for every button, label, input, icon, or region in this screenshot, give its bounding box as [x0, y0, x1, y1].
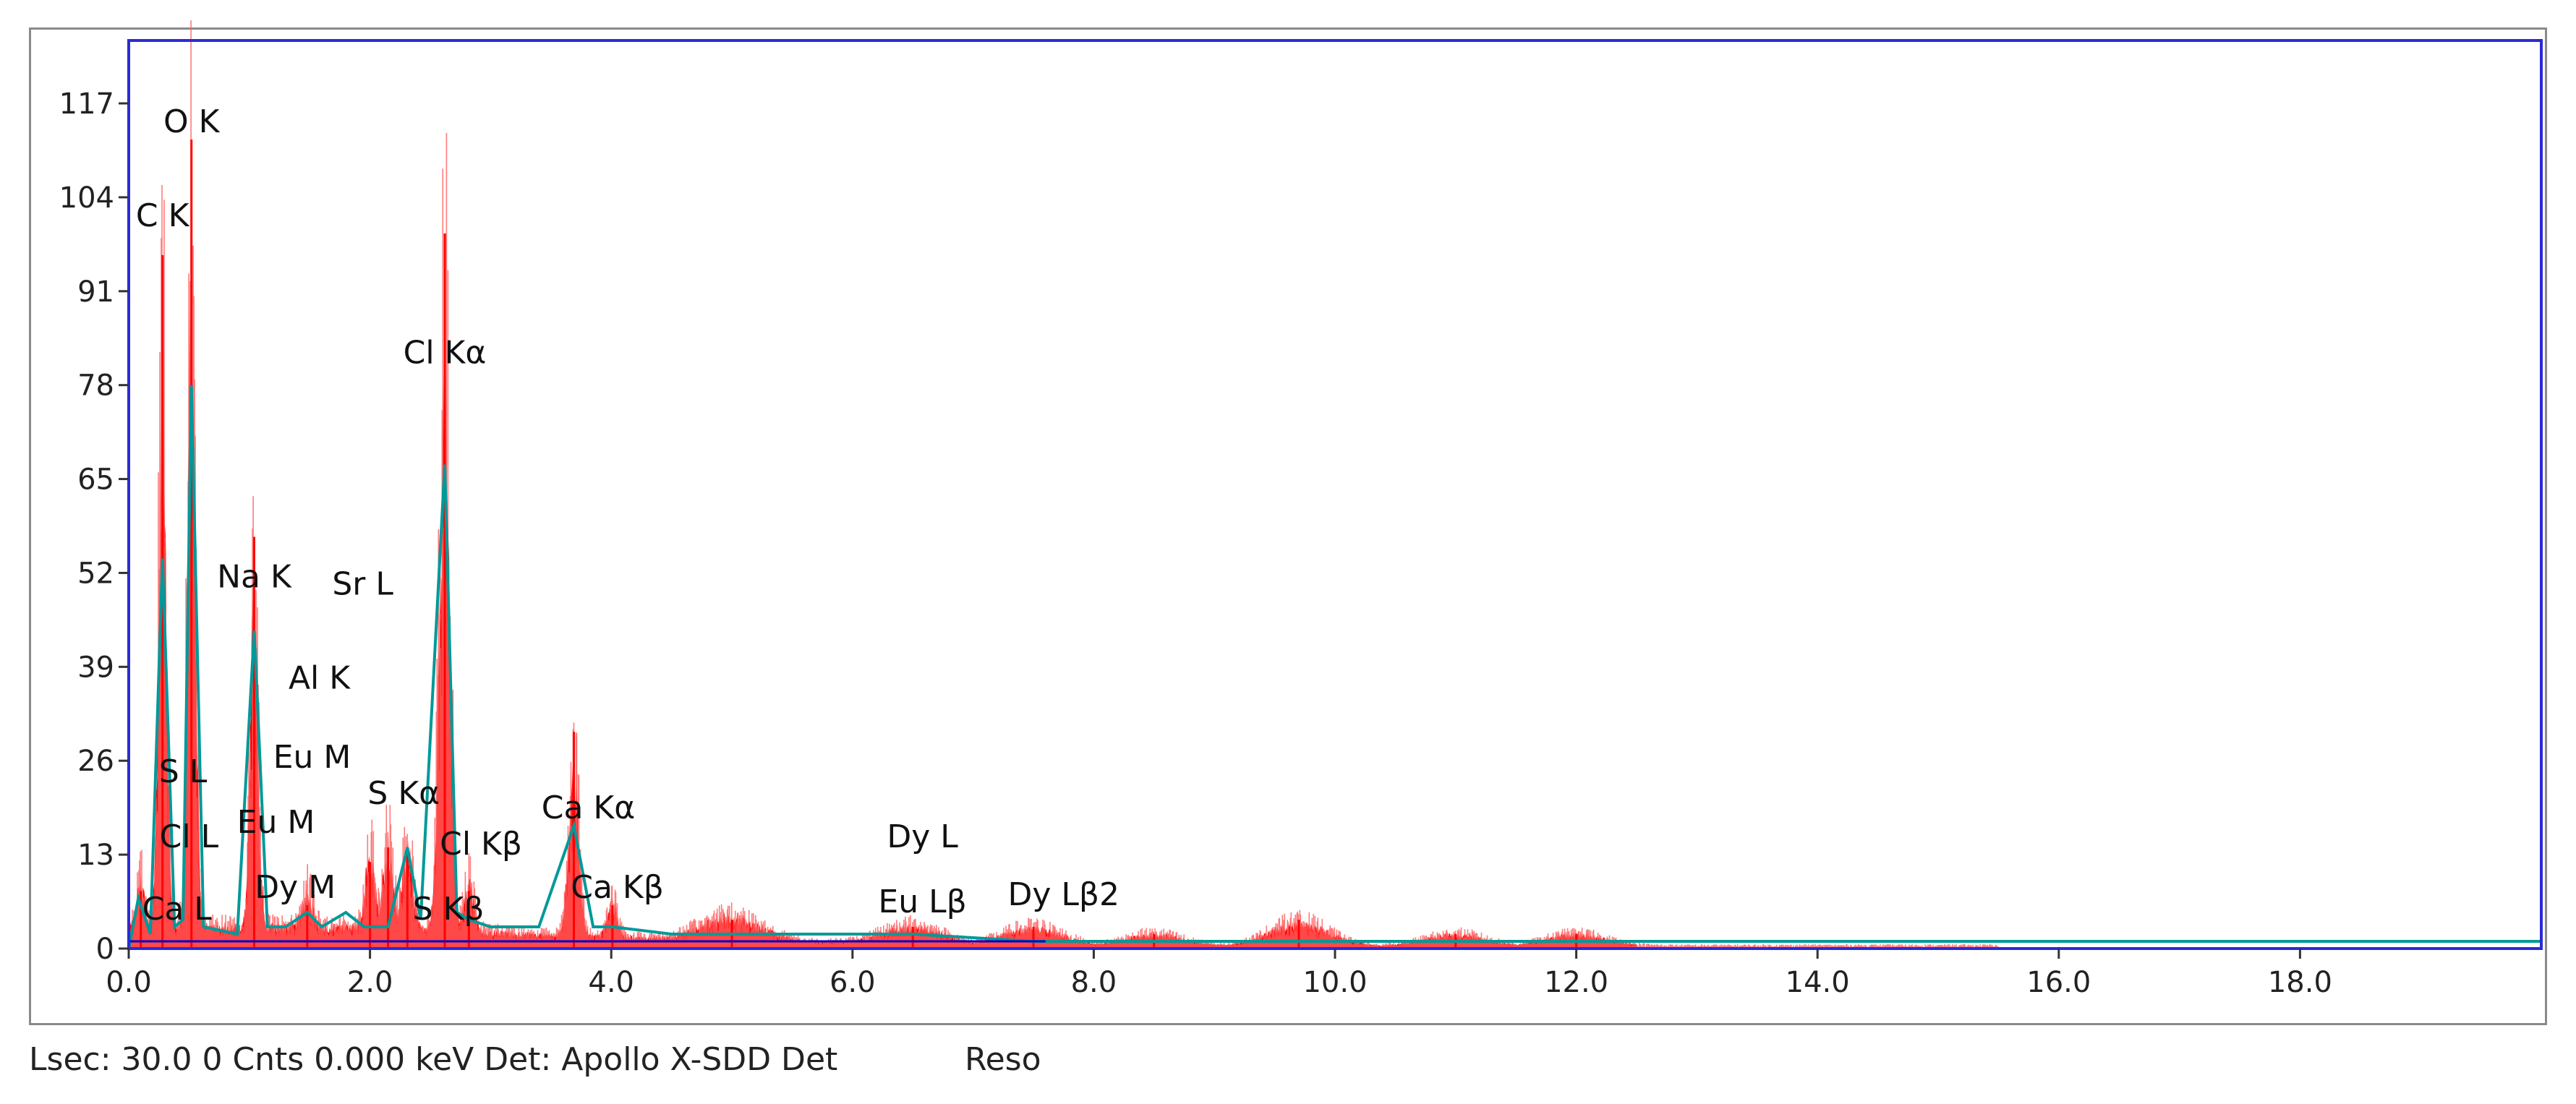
- peak-label: Ca Kβ: [571, 869, 664, 906]
- peak-label: Ca L: [142, 891, 213, 928]
- peak-label: Ca Kα: [542, 790, 636, 826]
- chart-frame: [29, 27, 2547, 1025]
- peak-label: Na K: [217, 558, 292, 595]
- x-tick-label: 6.0: [829, 966, 876, 999]
- peak-label: S Kα: [367, 775, 440, 812]
- x-axis: 0.0 2.0 4.0 6.0 8.0 10.0 12.0 14.0 16.0 18.0: [106, 949, 2332, 999]
- y-tick-label: 104: [59, 181, 114, 215]
- y-tick-label: 78: [77, 369, 114, 403]
- peak-label: Sr L: [332, 565, 393, 602]
- y-tick-label: 13: [77, 839, 114, 872]
- y-tick-label: 39: [77, 651, 114, 684]
- x-tick-label: 18.0: [2268, 966, 2332, 999]
- x-tick-label: 4.0: [588, 966, 634, 999]
- peak-label: Cl Kα: [404, 335, 487, 372]
- x-tick-label: 2.0: [347, 966, 393, 999]
- peak-label: O K: [163, 103, 221, 140]
- peak-label: C K: [136, 197, 190, 234]
- y-axis: 0 13 26 39 52 65 78 91 104 117: [59, 87, 129, 966]
- y-tick-label: 0: [96, 933, 114, 966]
- status-text: Lsec: 30.0 0 Cnts 0.000 keV Det: Apollo …: [29, 1041, 838, 1078]
- x-tick-label: 10.0: [1302, 966, 1367, 999]
- y-tick-label: 26: [77, 745, 114, 778]
- reso-label: Reso: [965, 1041, 1041, 1078]
- plot-content: [127, 20, 2541, 949]
- status-bar: Lsec: 30.0 0 Cnts 0.000 keV Det: Apollo …: [29, 1041, 2546, 1084]
- peak-label: Eu Lβ: [878, 883, 966, 920]
- peak-label: S Kβ: [413, 891, 485, 928]
- peak-label: Dy M: [255, 869, 336, 906]
- peak-label: Eu M: [237, 804, 315, 841]
- peak-label: Dy Lβ2: [1007, 876, 1119, 913]
- x-tick-label: 0.0: [106, 966, 152, 999]
- fit-overlay-series: [127, 385, 2541, 949]
- peak-label: Al K: [289, 659, 351, 696]
- peak-labels: O K C K Cl Kα Na K Sr L Al K Eu M S L S Kα Ca Kα E…: [136, 103, 1119, 928]
- x-tick-label: 8.0: [1071, 966, 1117, 999]
- y-tick-label: 117: [59, 87, 114, 121]
- y-tick-label: 52: [77, 557, 114, 590]
- x-tick-label: 16.0: [2026, 966, 2091, 999]
- x-tick-label: 14.0: [1786, 966, 1850, 999]
- y-tick-label: 65: [77, 463, 114, 497]
- peak-label: Eu M: [273, 739, 351, 776]
- y-tick-label: 91: [77, 275, 114, 309]
- peak-label: Cl Kβ: [440, 826, 522, 863]
- peak-label: Dy L: [887, 818, 958, 855]
- peak-label: S L: [159, 753, 208, 790]
- x-tick-label: 12.0: [1544, 966, 1608, 999]
- peak-label: Cl L: [160, 818, 219, 855]
- plot-area-border: [127, 39, 2543, 950]
